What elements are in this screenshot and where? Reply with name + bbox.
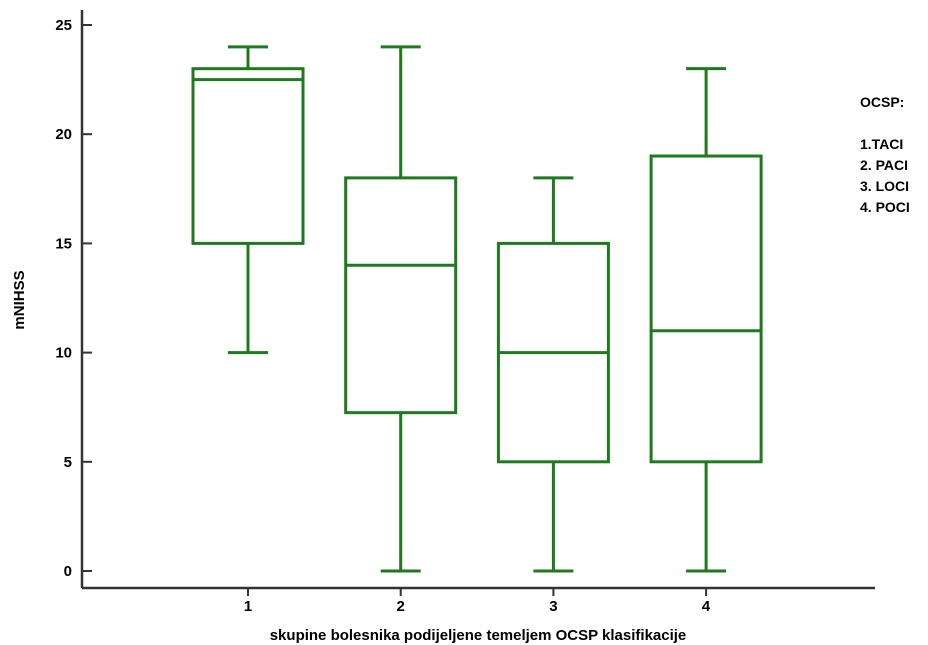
- y-tick-label: 10: [55, 345, 72, 362]
- legend-item: 1.TACI: [860, 136, 904, 152]
- box-1: [191, 45, 305, 355]
- box-3: [496, 176, 610, 573]
- legend: OCSP: 1.TACI 2. PACI 3. LOCI 4. POCI: [860, 92, 910, 218]
- y-tick-label: 0: [64, 563, 72, 580]
- legend-item: 3. LOCI: [860, 178, 910, 194]
- x-tick-label: 4: [702, 598, 711, 615]
- legend-title: OCSP:: [860, 94, 905, 110]
- y-tick-label: 20: [55, 126, 72, 143]
- box-4: [649, 67, 763, 573]
- x-tick-label: 1: [244, 598, 252, 615]
- legend-item: 4. POCI: [860, 199, 910, 215]
- box-2: [344, 45, 458, 573]
- iqr-box: [344, 176, 458, 415]
- iqr-box: [649, 154, 763, 464]
- y-axis-title: mNIHSS: [11, 270, 28, 329]
- y-tick-label: 5: [64, 454, 72, 471]
- x-tick-label: 2: [397, 598, 405, 615]
- iqr-box: [191, 67, 305, 245]
- boxes: [191, 45, 763, 573]
- x-tick-label: 3: [549, 598, 557, 615]
- x-axis-title: skupine bolesnika podijeljene temeljem O…: [270, 627, 687, 644]
- y-tick-label: 15: [55, 235, 72, 252]
- y-tick-label: 25: [55, 17, 72, 34]
- legend-item: 2. PACI: [860, 157, 908, 173]
- axes: 0 5 10 15 20 25 1 2 3 4: [55, 10, 875, 615]
